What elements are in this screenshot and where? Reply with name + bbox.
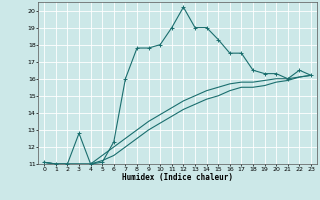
X-axis label: Humidex (Indice chaleur): Humidex (Indice chaleur) — [122, 173, 233, 182]
